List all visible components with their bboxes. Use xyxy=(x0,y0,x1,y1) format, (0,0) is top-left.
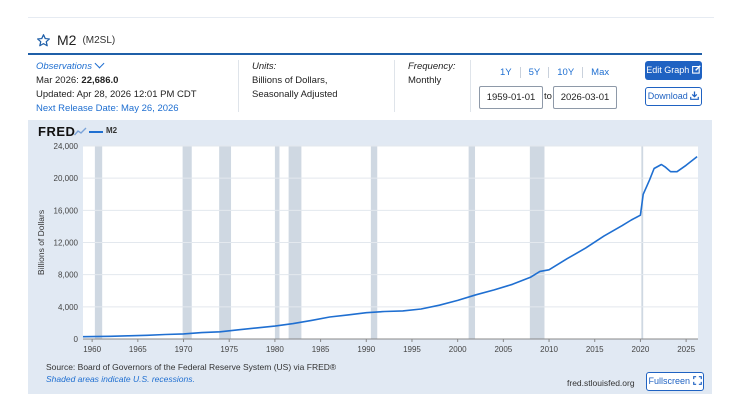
line-chart: 0 4,000 8,000 12,000 16,000 20,000 24,000 1960 1… xyxy=(36,142,698,354)
source-text: Source: Board of Governors of the Federa… xyxy=(46,362,337,372)
edit-icon xyxy=(691,65,701,74)
next-release-link[interactable]: Next Release Date: May 26, 2026 xyxy=(36,103,179,114)
y-tick-label: 8,000 xyxy=(58,271,79,280)
units-block: Units: Billions of Dollars, Seasonally A… xyxy=(252,60,338,102)
x-tick-label: 2010 xyxy=(540,345,558,354)
latest-label: Mar 2026: xyxy=(36,75,79,86)
fullscreen-button[interactable]: Fullscreen xyxy=(646,372,704,391)
range-10y-button[interactable]: 10Y xyxy=(549,67,584,78)
y-tick-label: 24,000 xyxy=(54,142,79,151)
end-date-input[interactable]: 2026-03-01 xyxy=(553,86,617,109)
units-label: Units: xyxy=(252,61,277,72)
frequency-block: Frequency: Monthly xyxy=(408,60,456,88)
x-tick-label: 1975 xyxy=(220,345,238,354)
units-line1: Billions of Dollars, xyxy=(252,75,328,86)
edit-graph-button[interactable]: Edit Graph xyxy=(645,61,702,80)
series-line-m2 xyxy=(82,155,698,338)
fred-logo: FRED xyxy=(38,124,76,139)
units-line2: Seasonally Adjusted xyxy=(252,89,338,100)
x-tick-label: 2005 xyxy=(494,345,512,354)
x-tick-label: 1995 xyxy=(403,345,421,354)
recession-note: Shaded areas indicate U.S. recessions. xyxy=(46,374,195,384)
legend-line xyxy=(89,131,103,133)
latest-value: 22,686.0 xyxy=(81,75,119,86)
updated-text: Updated: Apr 28, 2026 12:01 PM CDT xyxy=(36,89,197,100)
download-icon xyxy=(690,91,700,100)
y-tick-label: 20,000 xyxy=(54,174,79,183)
series-title: M2 xyxy=(57,32,77,48)
top-divider xyxy=(28,17,714,18)
x-tick-label: 2000 xyxy=(449,345,467,354)
observations-block: Observations Mar 2026: 22,686.0 Updated:… xyxy=(36,58,197,116)
divider xyxy=(470,60,471,112)
legend-label: M2 xyxy=(106,126,118,135)
x-tick-label: 1985 xyxy=(312,345,330,354)
download-label: Download xyxy=(647,91,688,101)
y-axis-label: Billions of Dollars xyxy=(36,210,46,275)
y-tick-label: 0 xyxy=(74,335,79,344)
fullscreen-label: Fullscreen xyxy=(648,376,690,386)
divider xyxy=(394,60,395,112)
frequency-value: Monthly xyxy=(408,75,442,86)
to-label: to xyxy=(544,91,552,102)
star-icon[interactable] xyxy=(36,33,51,48)
range-buttons: 1Y 5Y 10Y Max xyxy=(492,67,617,78)
range-1y-button[interactable]: 1Y xyxy=(492,67,521,78)
x-tick-label: 1960 xyxy=(83,345,101,354)
observations-link[interactable]: Observations xyxy=(36,61,92,72)
divider xyxy=(238,60,239,112)
x-tick-label: 2025 xyxy=(677,345,695,354)
edit-graph-label: Edit Graph xyxy=(646,65,690,75)
site-url: fred.stlouisfed.org xyxy=(567,378,635,388)
x-tick-label: 1990 xyxy=(357,345,375,354)
series-title-row: M2 (M2SL) xyxy=(36,32,115,48)
y-tick-label: 4,000 xyxy=(58,303,79,312)
start-date-input[interactable]: 1959-01-01 xyxy=(479,86,543,109)
range-max-button[interactable]: Max xyxy=(591,67,610,78)
fred-chart-icon xyxy=(74,127,87,136)
y-tick-label: 12,000 xyxy=(54,239,79,248)
title-rule xyxy=(28,53,702,55)
x-tick-label: 1970 xyxy=(175,345,193,354)
series-id: (M2SL) xyxy=(82,34,116,46)
range-5y-button[interactable]: 5Y xyxy=(521,67,550,78)
fullscreen-icon xyxy=(692,376,702,385)
download-button[interactable]: Download xyxy=(645,87,702,106)
x-tick-label: 1965 xyxy=(129,345,147,354)
x-tick-label: 2020 xyxy=(632,345,650,354)
y-tick-label: 16,000 xyxy=(54,206,79,215)
x-tick-label: 2015 xyxy=(586,345,604,354)
x-tick-label: 1980 xyxy=(266,345,284,354)
chevron-down-icon[interactable] xyxy=(94,58,105,69)
observations-dropdown[interactable]: Observations xyxy=(36,58,197,74)
frequency-label: Frequency: xyxy=(408,61,456,72)
